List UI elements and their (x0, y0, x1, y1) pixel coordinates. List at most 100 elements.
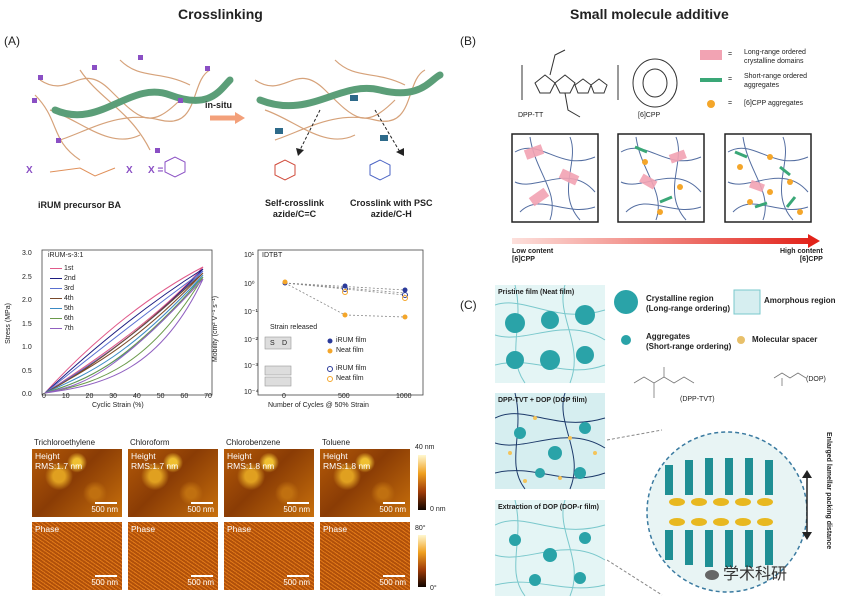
mobility-chart (257, 249, 424, 396)
xtick: 40 (132, 393, 141, 400)
scale-label: 500 nm (379, 505, 406, 514)
crosslinking-schematic (32, 55, 444, 181)
stress-xlabel: Cyclic Strain (%) (92, 402, 144, 409)
psc-crosslink-label: Crosslink with PSC azide/C-H (350, 198, 433, 219)
mobility-ytick: 10¹ (244, 252, 255, 259)
dop-r-film-label: Extraction of DOP (DOP-r film) (498, 504, 599, 511)
phase-label: Phase (35, 524, 60, 534)
mobility-xlabel: Number of Cycles @ 50% Strain (268, 402, 369, 409)
stress-legend: 1st 2nd 3rd 4th 5th 6th 7th (50, 264, 76, 334)
xtick: 60 (180, 393, 189, 400)
d-label: D (282, 340, 288, 347)
wechat-icon (705, 569, 719, 580)
scale-bar (95, 575, 117, 577)
panel-c-legend (614, 289, 807, 398)
dop-film (495, 393, 606, 490)
solvent-label-1: Trichloroethylene (34, 438, 96, 447)
scale-bar (383, 575, 405, 577)
afm-height-image: Height RMS:1.7 nm 500 nm (32, 449, 122, 517)
scale-label: 500 nm (91, 505, 118, 514)
ytick: 1.0 (22, 344, 32, 351)
solvent-label-2: Chloroform (130, 438, 170, 447)
pristine-film (495, 285, 606, 384)
solvent-label-3: Chlorobenzene (226, 438, 281, 447)
scale-label: 500 nm (379, 578, 406, 587)
scale-label: 500 nm (283, 505, 310, 514)
mobility-ytick: 10⁻¹ (244, 309, 258, 316)
stress-yticks: 0.0 0.5 1.0 1.5 2.0 2.5 3.0 (22, 250, 32, 398)
legend-molecular-spacer: Molecular spacer (752, 335, 818, 344)
strain-released-label: Strain released (270, 324, 318, 331)
dop-film-label: DPP-TVT + DOP (DOP film) (498, 397, 588, 404)
height-colorbar-max: 40 nm (415, 444, 435, 451)
xtick: 70 (204, 393, 212, 400)
legend-irum-film-1: iRUM film (336, 337, 367, 344)
rms-value: RMS:1.7 nm (131, 461, 179, 471)
watermark-text: 学术科研 (723, 564, 788, 583)
stress-ylabel: Stress (MPa) (4, 303, 12, 344)
height-label: Height (131, 451, 156, 461)
phase-colorbar-min: 0° (430, 585, 437, 592)
dpp-tvt-label: (DPP-TVT) (680, 396, 715, 403)
xtick: 30 (109, 393, 118, 400)
dpp-tt-label: DPP-TT (518, 112, 544, 119)
scale-bar (191, 502, 213, 504)
legend-amorphous: Amorphous region (764, 296, 836, 305)
double-arrow-icon (802, 470, 812, 540)
legend-short-range: Short-range ordered aggregates (744, 73, 808, 89)
phase-colorbar (418, 535, 426, 587)
mobility-ytick: 10⁻⁴ (244, 389, 259, 396)
afm-height-image: Height RMS:1.8 nm 500 nm (320, 449, 410, 517)
content-gradient-arrow (512, 238, 812, 244)
legend-long-range: Long-range ordered crystalline domains (744, 49, 806, 65)
afm-phase-image: Phase 500 nm (128, 522, 218, 590)
scale-label: 500 nm (187, 578, 214, 587)
solvent-label-4: Toluene (322, 438, 351, 447)
watermark: 学术科研 (705, 560, 787, 584)
morphology-boxes (511, 133, 812, 223)
legend-crystalline: Crystalline region (Long-range ordering) (646, 294, 730, 313)
panel-label-c: (C) (460, 298, 477, 312)
x-right: X (126, 165, 133, 176)
legend-7th: 7th (63, 325, 74, 332)
stress-xticks: 0 10 20 30 40 50 60 70 (42, 393, 212, 400)
height-colorbar (418, 455, 426, 510)
legend-eq: = (728, 76, 733, 83)
stress-legend-title: iRUM-s-3:1 (48, 252, 84, 259)
xtick: 10 (61, 393, 70, 400)
title-small-molecule-additive: Small molecule additive (570, 6, 729, 22)
dop-label: (DOP) (806, 376, 826, 383)
phase-colorbar-max: 80° (415, 525, 426, 532)
legend-swatch-crystalline (700, 50, 722, 60)
legend-6th: 6th (63, 315, 74, 322)
panel-label-a: (A) (4, 34, 20, 48)
scale-bar (287, 575, 309, 577)
legend-eq: = (728, 51, 733, 58)
enlarged-lamellar-label: Enlarged lamellar packing distance (825, 432, 832, 550)
legend-5th: 5th (63, 305, 74, 312)
mobility-ytick: 10⁻² (244, 337, 258, 344)
scale-bar (383, 502, 405, 504)
legend-irum-film-2: iRUM film (336, 365, 367, 372)
cpp-label: [6]CPP (638, 112, 661, 119)
rms-value: RMS:1.7 nm (35, 461, 83, 471)
dop-r-film (495, 500, 606, 597)
title-crosslinking: Crosslinking (178, 6, 263, 22)
height-colorbar-min: 0 nm (430, 506, 446, 513)
legend-1st: 1st (63, 265, 74, 272)
legend-2nd: 2nd (63, 275, 76, 282)
low-content-label: Low content [6]CPP (512, 248, 554, 263)
afm-phase-image: Phase 500 nm (32, 522, 122, 590)
legend-cpp-aggregates: [6]CPP aggregates (744, 100, 804, 107)
legend-neat-film-1: Neat film (336, 347, 364, 354)
legend-swatch-aggregates (700, 78, 722, 82)
mobility-ytick: 10⁰ (244, 281, 255, 288)
mobility-xtick-0: 0 (282, 393, 286, 400)
scale-bar (95, 502, 117, 504)
x-left: X (26, 165, 33, 176)
ytick: 2.5 (22, 273, 32, 281)
precursor-label: iRUM precursor BA (38, 200, 122, 210)
scale-label: 500 nm (91, 578, 118, 587)
afm-height-image: Height RMS:1.8 nm 500 nm (224, 449, 314, 517)
in-situ-label: in-situ (205, 100, 232, 110)
